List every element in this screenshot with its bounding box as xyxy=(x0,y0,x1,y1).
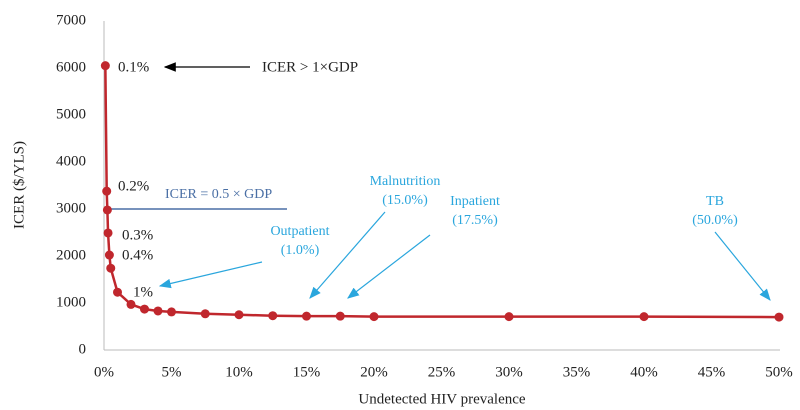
data-point xyxy=(102,186,112,196)
y-tick-label: 6000 xyxy=(56,59,86,75)
y-axis-title: ICER ($/YLS) xyxy=(11,141,27,229)
x-tick-label: 30% xyxy=(495,364,523,380)
data-point xyxy=(268,311,278,321)
point-label: 0.2% xyxy=(118,178,149,194)
data-point xyxy=(302,311,311,321)
scenario-label: TB xyxy=(706,194,724,209)
data-point xyxy=(167,307,176,317)
x-tick-label: 20% xyxy=(360,364,388,380)
reference-label: ICER = 0.5 × GDP xyxy=(165,187,272,202)
data-point xyxy=(504,312,514,322)
x-axis-title: Undetected HIV prevalence xyxy=(358,391,525,407)
x-tick-label: 40% xyxy=(630,364,658,380)
data-point xyxy=(200,309,210,319)
scenario-arrow xyxy=(158,261,263,289)
data-point xyxy=(102,205,112,215)
y-tick-label: 0 xyxy=(79,341,87,357)
scenario-label: Outpatient xyxy=(270,224,329,239)
data-point xyxy=(153,306,163,316)
scenario-arrow xyxy=(714,231,771,301)
point-label: 1% xyxy=(133,284,153,300)
point-label: 0.1% xyxy=(118,59,149,75)
data-point xyxy=(113,287,122,297)
y-tick-label: 4000 xyxy=(56,153,86,169)
data-point xyxy=(774,312,784,322)
scenario-detail: (15.0%) xyxy=(382,193,428,208)
x-tick-label: 10% xyxy=(225,364,253,380)
scenario-arrow xyxy=(347,234,431,299)
data-point xyxy=(369,312,379,322)
y-tick-label: 7000 xyxy=(56,12,86,28)
x-tick-label: 0% xyxy=(94,364,114,380)
point-label: 0.3% xyxy=(122,227,153,243)
y-tick-label: 2000 xyxy=(56,247,86,263)
x-tick-label: 15% xyxy=(293,364,321,380)
data-point xyxy=(100,61,110,71)
y-tick-label: 1000 xyxy=(56,294,86,310)
x-tick-label: 5% xyxy=(162,364,182,380)
data-point xyxy=(103,228,113,238)
data-point xyxy=(126,299,136,309)
y-tick-label: 3000 xyxy=(56,200,86,216)
scenario-detail: (50.0%) xyxy=(692,213,738,228)
scenario-arrow xyxy=(309,211,386,299)
x-tick-label: 50% xyxy=(765,364,793,380)
data-point xyxy=(106,263,116,273)
threshold-annotation: ICER > 1×GDP xyxy=(262,59,358,75)
x-tick-label: 45% xyxy=(698,364,726,380)
data-point xyxy=(234,310,244,320)
scenario-label: Inpatient xyxy=(450,194,500,209)
y-tick-label: 5000 xyxy=(56,106,86,122)
scenario-label: Malnutrition xyxy=(370,174,441,189)
data-point xyxy=(104,250,114,260)
data-point xyxy=(335,311,345,321)
x-tick-label: 35% xyxy=(563,364,591,380)
data-point xyxy=(639,312,649,322)
scenario-detail: (1.0%) xyxy=(281,243,320,258)
data-point xyxy=(140,304,149,314)
x-tick-label: 25% xyxy=(428,364,456,380)
scenario-detail: (17.5%) xyxy=(452,213,498,228)
point-label: 0.4% xyxy=(122,247,153,263)
